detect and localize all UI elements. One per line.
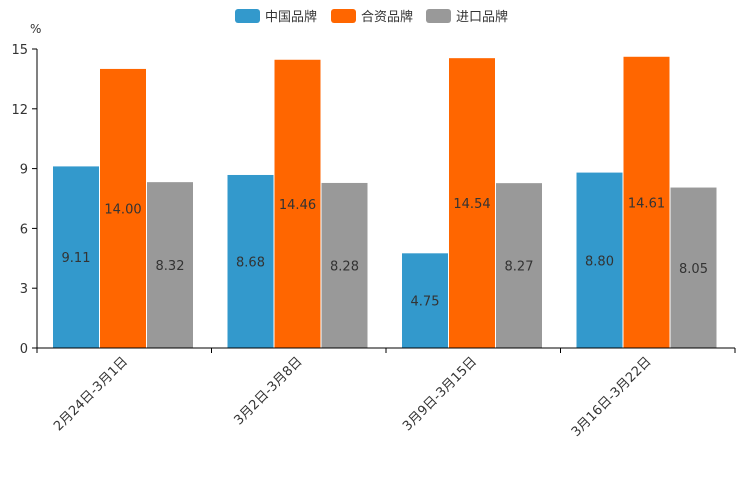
x-category-label-2: 3月9日-3月15日: [400, 354, 480, 434]
bar-2-24-3-1-s0: [53, 166, 99, 348]
x-category-label-1: 3月2日-3月8日: [231, 354, 305, 428]
data-label-3-9-3-15-s2: 8.27: [505, 260, 534, 275]
data-label-3-2-3-8-s1: 14.46: [279, 198, 316, 213]
data-label-2-24-3-1-s0: 9.11: [62, 251, 91, 266]
legend-label-0: 中国品牌: [265, 9, 317, 25]
data-label-3-2-3-8-s2: 8.28: [330, 259, 359, 274]
x-category-label-3: 3月16日-3月22日: [569, 354, 655, 440]
bar-3-2-3-8-s2: [321, 182, 368, 348]
legend-label-2: 进口品牌: [456, 9, 508, 25]
y-axis: 0 3 6 9 12 15: [11, 43, 38, 357]
bar-3-16-3-22-s2: [670, 187, 717, 348]
y-tick-label-9: 9: [20, 163, 28, 178]
legend: 中国品牌 合资品牌 进口品牌: [235, 9, 508, 25]
y-tick-label-0: 0: [20, 342, 28, 357]
bar-3-2-3-8-s0: [227, 174, 274, 348]
data-label-3-16-3-22-s0: 8.80: [585, 254, 614, 269]
x-axis: 2月24日-3月1日 3月2日-3月8日 3月9日-3月15日 3月16日-3月22日: [36, 347, 736, 440]
legend-swatch-2: [426, 9, 451, 23]
bar-2-24-3-1-s2: [147, 182, 193, 348]
data-label-3-9-3-15-s0: 4.75: [411, 295, 440, 310]
data-label-3-16-3-22-s2: 8.05: [679, 262, 708, 277]
data-label-3-2-3-8-s0: 8.68: [236, 255, 265, 270]
bar-3-9-3-15-s0: [402, 253, 448, 348]
data-label-3-9-3-15-s1: 14.54: [453, 197, 490, 212]
bar-3-2-3-8-s1: [274, 59, 321, 348]
y-tick-label-12: 12: [11, 103, 28, 118]
y-tick-label-3: 3: [20, 282, 28, 297]
data-label-2-24-3-1-s1: 14.00: [104, 202, 141, 217]
data-label-2-24-3-1-s2: 8.32: [156, 259, 185, 274]
bar-3-16-3-22-s0: [576, 172, 623, 348]
data-label-3-16-3-22-s1: 14.61: [628, 196, 665, 211]
bar-3-9-3-15-s1: [449, 58, 495, 348]
bar-3-9-3-15-s2: [496, 183, 542, 348]
legend-swatch-0: [235, 9, 260, 23]
legend-swatch-1: [331, 9, 356, 23]
y-tick-label-15: 15: [11, 43, 28, 58]
bar-2-24-3-1-s1: [100, 68, 146, 348]
legend-label-1: 合资品牌: [361, 9, 413, 25]
y-tick-label-6: 6: [20, 222, 28, 237]
y-axis-unit-label: %: [30, 22, 41, 36]
bar-series: 9.11 14.00 8.32 8.68 14.46 8.28 4.75 14.54 8.27 8…: [53, 56, 717, 349]
bar-3-16-3-22-s1: [623, 56, 670, 349]
x-category-label-0: 2月24日-3月1日: [51, 354, 131, 434]
